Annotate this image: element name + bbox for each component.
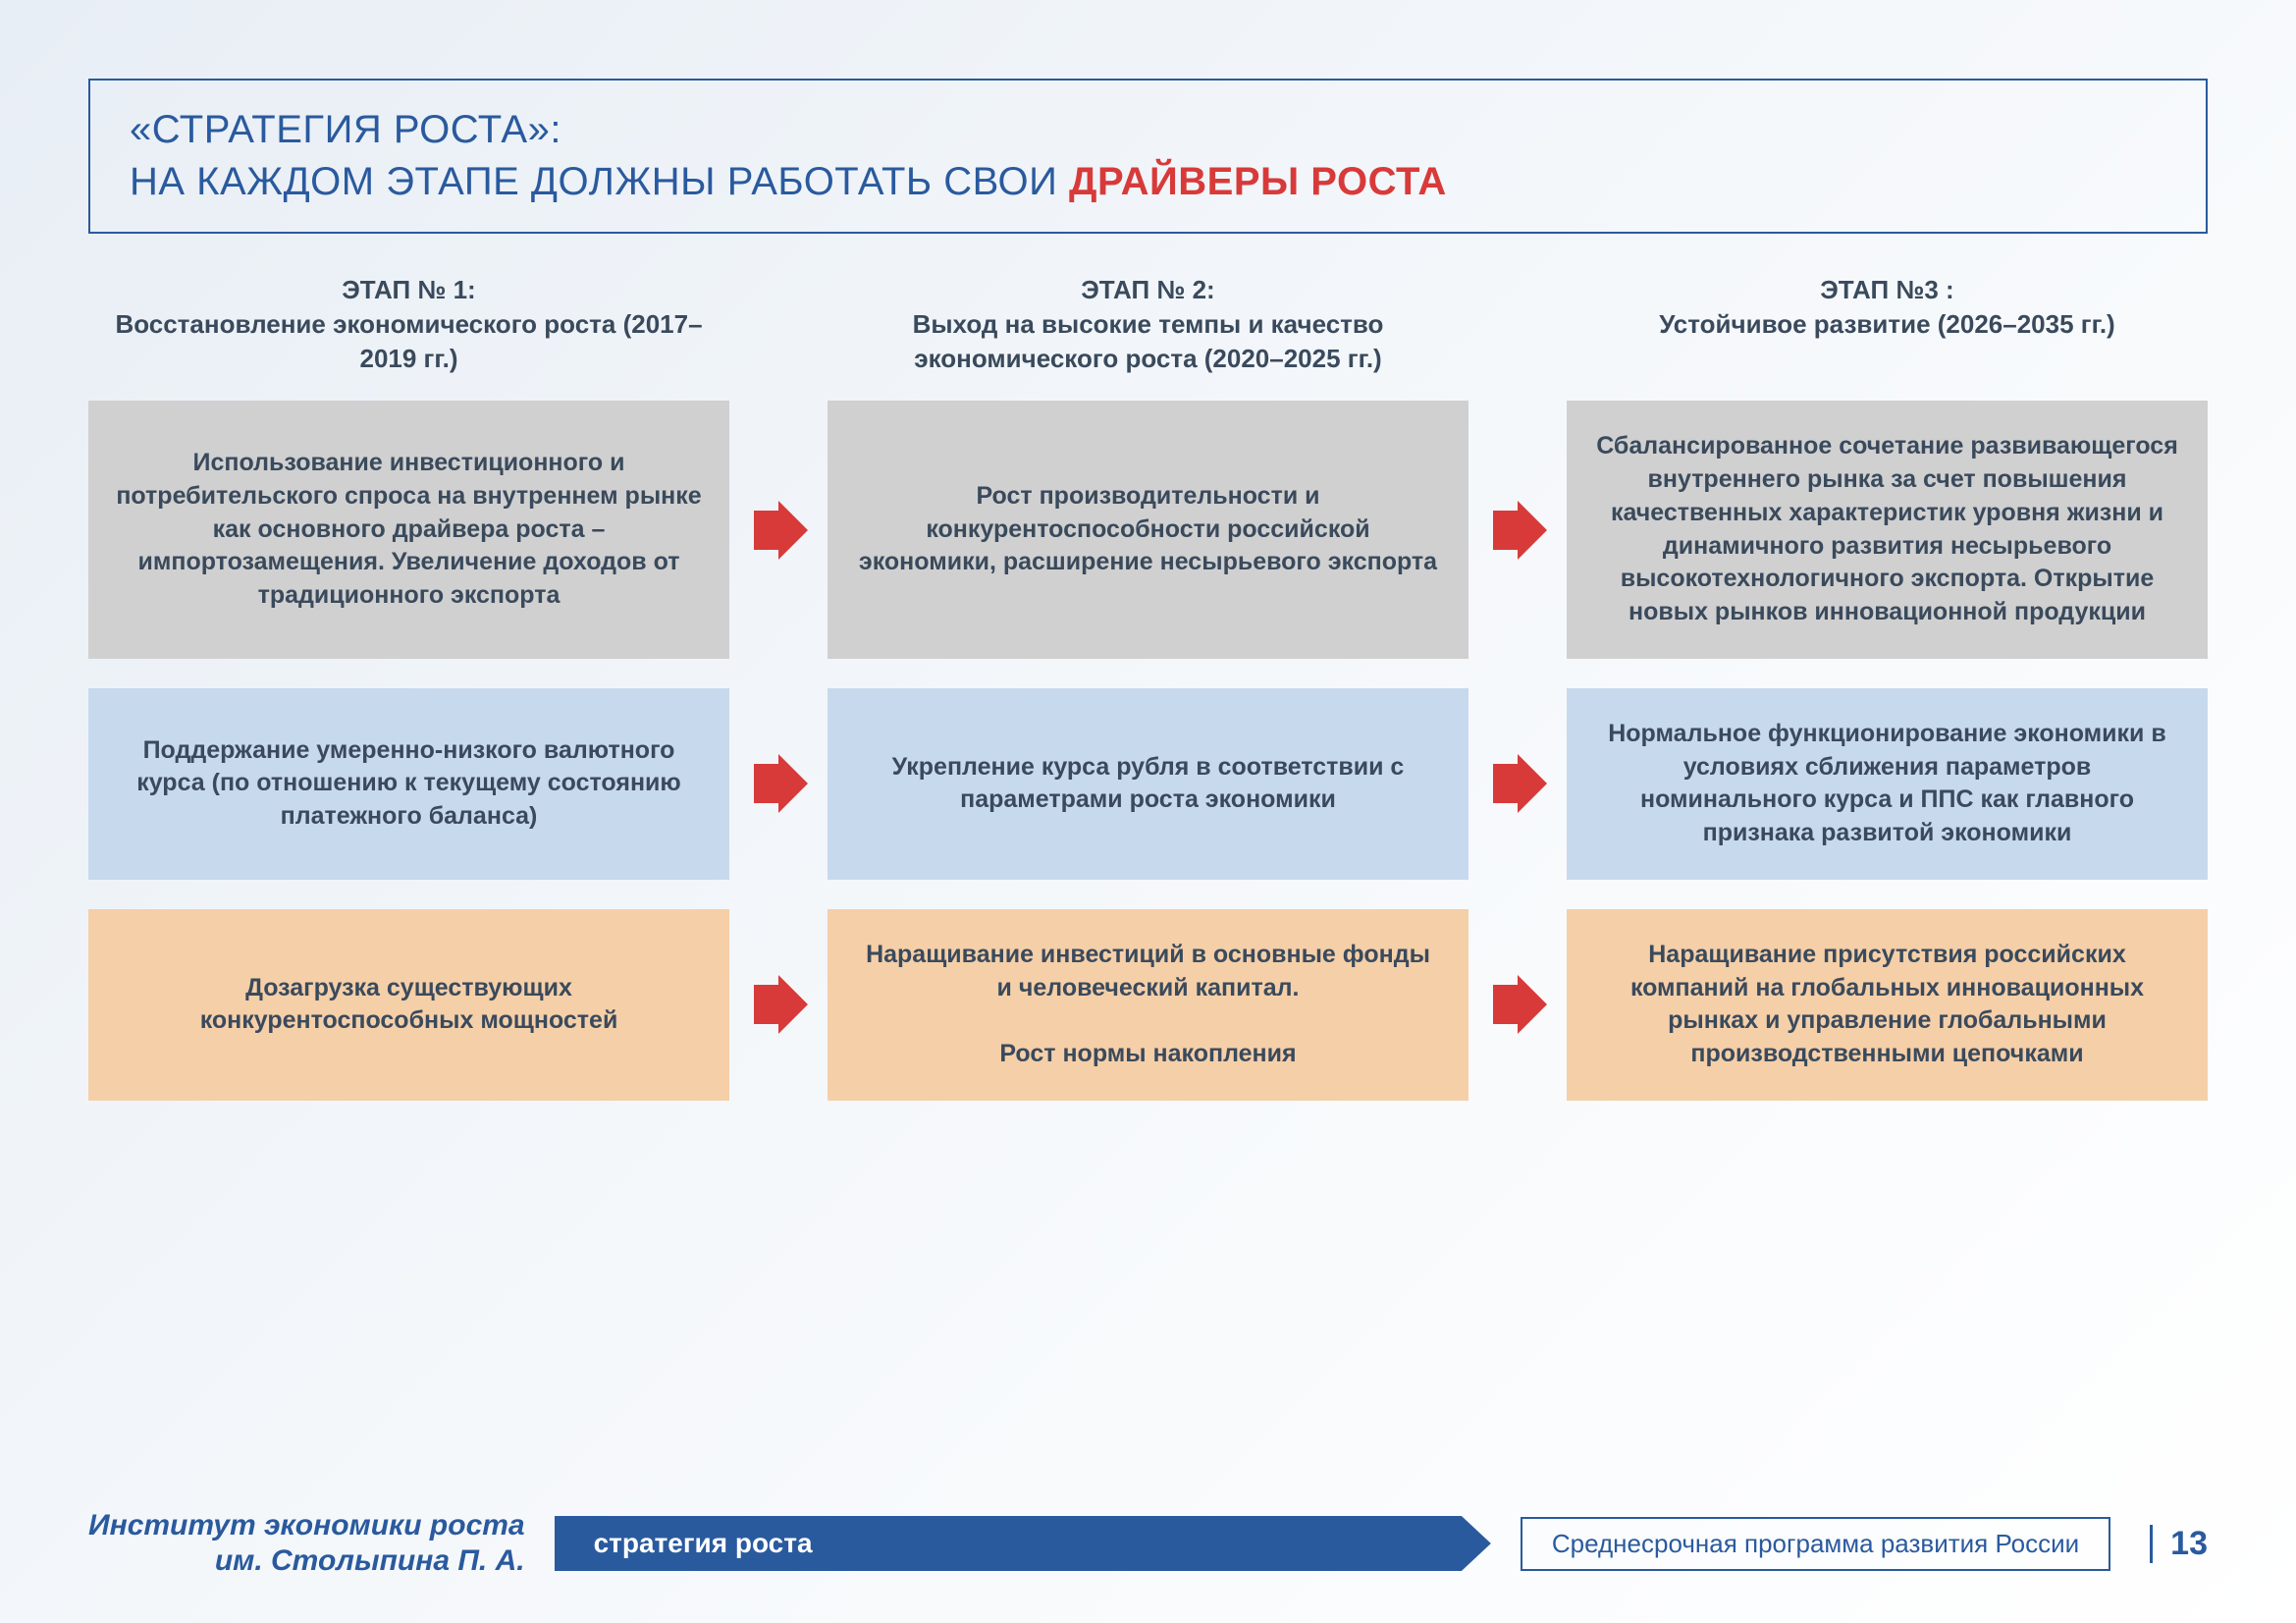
arrow-right-icon [1488,754,1547,813]
stage-headers: ЭТАП № 1: Восстановление экономического … [88,273,2208,376]
arrow-right-icon [749,501,808,560]
title-line1: «СТРАТЕГИЯ РОСТА»: [130,108,2166,152]
cell-r3-c3: Наращивание присутствия российских компа… [1567,909,2208,1101]
cell-r1-c2: Рост производительности и конкурентоспос… [828,401,1468,659]
cell-r3-c2: Наращивание инвестиций в основные фонды … [828,909,1468,1101]
arrow-r1-2 [1468,401,1567,659]
footer-left-line2: им. Столыпина П. А. [88,1543,525,1579]
stage-label: ЭТАП № 1: [88,273,729,307]
arrow-right-icon [749,975,808,1034]
title-line2: НА КАЖДОМ ЭТАПЕ ДОЛЖНЫ РАБОТАТЬ СВОИ ДРА… [130,160,2166,204]
footer-left-line1: Институт экономики роста [88,1508,525,1543]
arrow-r1-1 [729,401,828,659]
cell-r3-c1: Дозагрузка существующих конкурентоспособ… [88,909,729,1101]
title-prefix: НА КАЖДОМ ЭТАПЕ ДОЛЖНЫ РАБОТАТЬ СВОИ [130,160,1069,203]
cell-r1-c3: Сбалансированное сочетание развивающегос… [1567,401,2208,659]
stage-header-1: ЭТАП № 1: Восстановление экономического … [88,273,729,376]
grid-row-1: Использование инвестиционного и потребит… [88,401,2208,659]
arrow-r2-2 [1468,688,1567,880]
title-highlight: ДРАЙВЕРЫ РОСТА [1069,160,1447,203]
footer: Институт экономики роста им. Столыпина П… [88,1508,2208,1579]
footer-program-label: Среднесрочная программа развития России [1521,1517,2110,1571]
cell-r2-c1: Поддержание умеренно-низкого валютного к… [88,688,729,880]
stage-desc: Выход на высокие темпы и качество эконом… [828,307,1468,376]
page-number: 13 [2150,1525,2208,1563]
grid-row-3: Дозагрузка существующих конкурентоспособ… [88,909,2208,1101]
arrow-right-icon [1488,501,1547,560]
cell-r1-c1: Использование инвестиционного и потребит… [88,401,729,659]
stage-desc: Восстановление экономического роста (201… [88,307,729,376]
stage-header-2: ЭТАП № 2: Выход на высокие темпы и качес… [828,273,1468,376]
slide: «СТРАТЕГИЯ РОСТА»: НА КАЖДОМ ЭТАПЕ ДОЛЖН… [0,0,2296,1623]
arrow-r2-1 [729,688,828,880]
stage-label: ЭТАП № 2: [828,273,1468,307]
cell-r2-c3: Нормальное функционирование экономики в … [1567,688,2208,880]
arrow-r3-2 [1468,909,1567,1101]
grid-row-2: Поддержание умеренно-низкого валютного к… [88,688,2208,880]
stage-desc: Устойчивое развитие (2026–2035 гг.) [1567,307,2208,342]
cell-r2-c2: Укрепление курса рубля в соответствии с … [828,688,1468,880]
footer-institute: Институт экономики роста им. Столыпина П… [88,1508,525,1579]
stage-label: ЭТАП №3 : [1567,273,2208,307]
title-box: «СТРАТЕГИЯ РОСТА»: НА КАЖДОМ ЭТАПЕ ДОЛЖН… [88,79,2208,234]
footer-strategy-banner: стратегия роста [555,1516,1491,1571]
arrow-right-icon [1488,975,1547,1034]
stage-header-3: ЭТАП №3 : Устойчивое развитие (2026–2035… [1567,273,2208,376]
arrow-r3-1 [729,909,828,1101]
arrow-right-icon [749,754,808,813]
